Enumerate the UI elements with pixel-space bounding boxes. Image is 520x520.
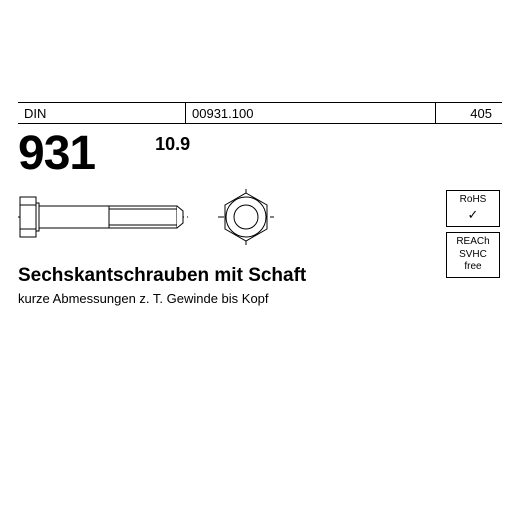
bolt-hex-head-icon <box>218 189 274 245</box>
check-icon: ✓ <box>449 207 497 223</box>
drawing-row <box>18 189 502 245</box>
standard-number: 931 <box>18 126 95 181</box>
title-row: 931 10.9 <box>18 126 502 181</box>
reach-label-1: REACh <box>449 236 497 249</box>
header-row: DIN 00931.100 405 <box>18 102 502 124</box>
reach-badge: REACh SVHC free <box>446 232 500 278</box>
reach-label-2: SVHC <box>449 249 497 262</box>
header-standard: DIN <box>18 103 186 123</box>
rohs-label: RoHS <box>449 194 497 207</box>
header-ref: 405 <box>436 103 502 123</box>
product-title: Sechskantschrauben mit Schaft <box>18 265 502 287</box>
rohs-badge: RoHS ✓ <box>446 190 500 227</box>
strength-grade: 10.9 <box>155 134 190 155</box>
reach-label-3: free <box>449 261 497 274</box>
header-code: 00931.100 <box>186 103 436 123</box>
product-note: kurze Abmessungen z. T. Gewinde bis Kopf <box>18 291 502 306</box>
bolt-side-view-icon <box>18 189 188 245</box>
